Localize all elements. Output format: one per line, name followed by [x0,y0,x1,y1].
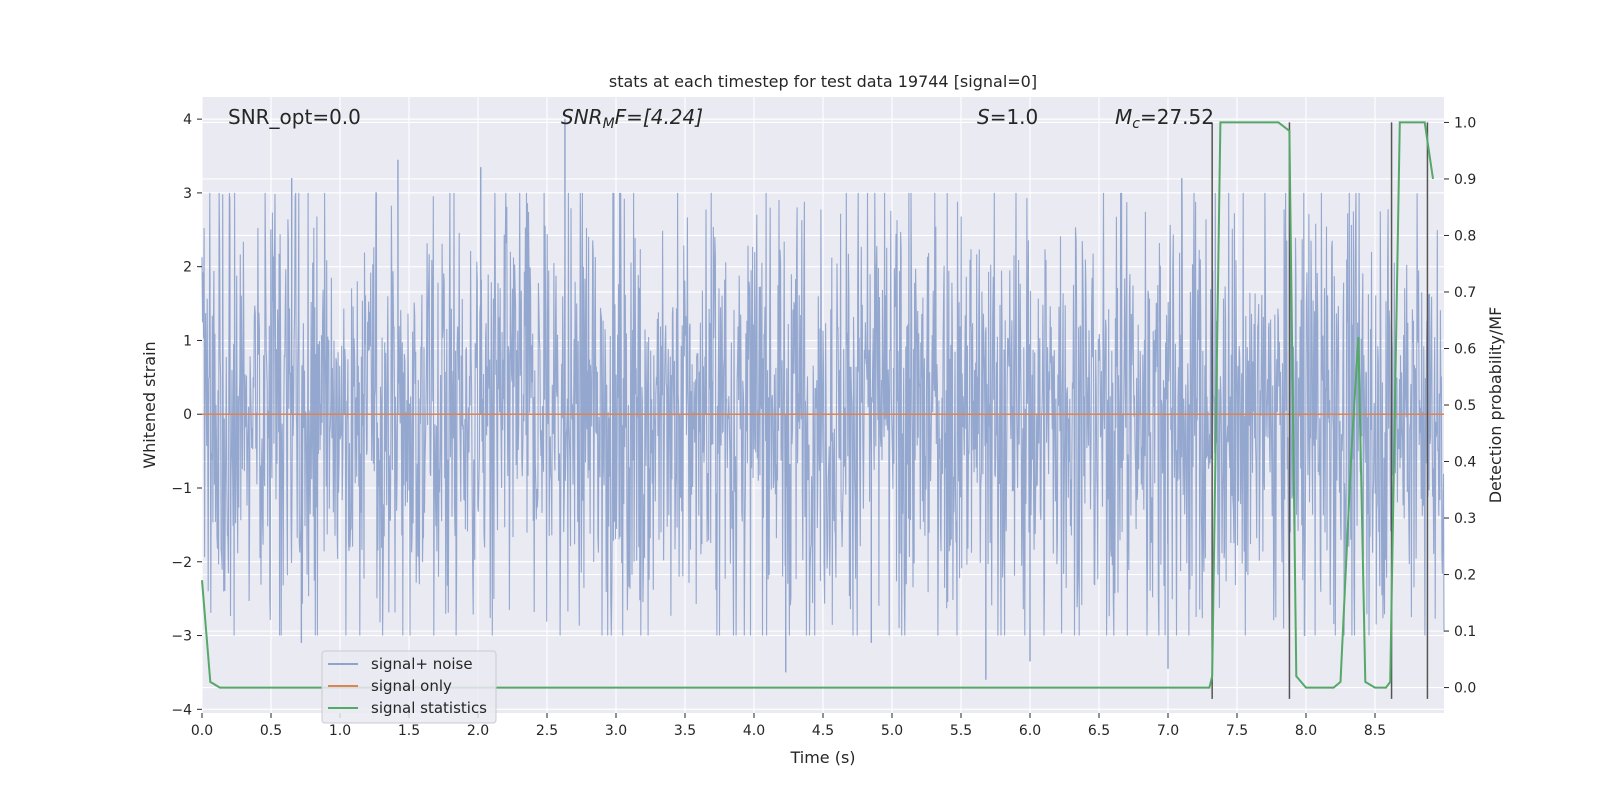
legend-label-noise: signal+ noise [371,655,473,673]
annotation-snr-mf: SNRMF=[4.24] [561,105,703,132]
signal-statistics-line [201,121,1434,689]
x-tick-label: 3.0 [605,723,627,739]
y-right-tick-label: 0.2 [1454,568,1476,584]
y-right-tick-label: 0.7 [1454,285,1476,301]
y-right-tick-label: 1.0 [1454,115,1476,131]
y-tick-label: −3 [171,629,192,645]
axes: 0.0 0.5 1.0 1.5 2.0 2.5 3.0 3.5 4.0 4.5 5.0 5.5 6.0 6… [171,112,1476,739]
y-right-tick-label: 0.8 [1454,228,1476,244]
y-tick-label: −2 [171,555,192,571]
x-tick-label: 4.5 [812,723,834,739]
y-right-tick-label: 0.9 [1454,172,1476,188]
series-signal-statistics [201,121,1434,689]
annotation-s: S=1.0 [977,105,1038,129]
y-right-tick-label: 0.6 [1454,341,1476,357]
legend: signal+ noise signal only signal statist… [321,650,497,724]
x-tick-label: 0.0 [191,723,213,739]
legend-label-signal-statistics: signal statistics [371,699,487,717]
y-right-tick-label: 0.3 [1454,511,1476,527]
x-tick-label: 6.5 [1088,723,1110,739]
x-axis-label: Time (s) [789,748,855,767]
chart-title: stats at each timestep for test data 197… [609,72,1037,91]
legend-box [321,650,497,724]
x-tick-label: 1.0 [329,723,351,739]
x-tick-label: 7.0 [1157,723,1179,739]
x-tick-label: 7.5 [1226,723,1248,739]
y-tick-label: 0 [183,407,192,423]
x-tick-label: 5.0 [881,723,903,739]
series-signal-plus-noise [201,119,1445,680]
x-tick-label: 4.0 [743,723,765,739]
y-axis-label: Whitened strain [140,341,159,468]
annotation-mc: Mc=27.52 [1115,105,1214,132]
y-tick-label: 3 [183,186,192,202]
x-tick-label: 3.5 [674,723,696,739]
y-tick-label: 1 [183,333,192,349]
y-right-tick-label: 0.0 [1454,681,1476,697]
x-tick-label: 1.5 [398,723,420,739]
annotation-snr-opt: SNR_opt=0.0 [228,105,361,129]
y-tick-label: 2 [183,260,192,276]
y-tick-label: −1 [171,481,192,497]
x-tick-label: 2.5 [536,723,558,739]
noise-trace [201,192,1445,637]
y-right-tick-label: 0.4 [1454,455,1476,471]
x-tick-label: 8.0 [1295,723,1317,739]
y-axis-right-label: Detection probability/MF [1486,307,1505,504]
y-tick-label: 4 [183,112,192,128]
y-tick-label: −4 [171,702,192,718]
y-right-tick-label: 0.1 [1454,624,1476,640]
x-tick-label: 5.5 [950,723,972,739]
y-right-tick-label: 0.5 [1454,398,1476,414]
x-tick-label: 6.0 [1019,723,1041,739]
x-tick-label: 2.0 [467,723,489,739]
legend-label-signal-only: signal only [371,677,452,695]
x-tick-label: 0.5 [260,723,282,739]
x-tick-label: 8.5 [1364,723,1386,739]
